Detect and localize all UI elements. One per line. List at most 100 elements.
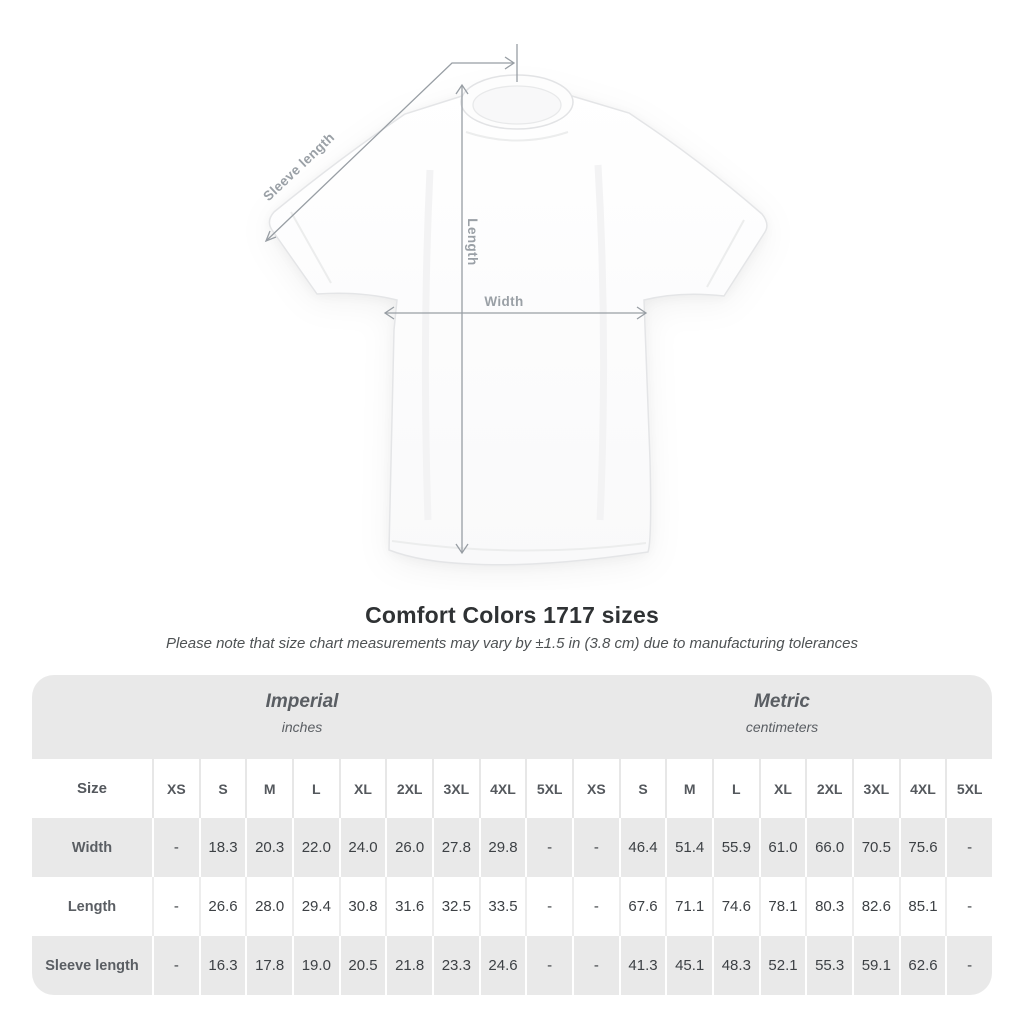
unit-section-imperial: Imperial inches	[32, 675, 572, 759]
col-head-imperial-3xl: 3XL	[432, 759, 479, 818]
sleeve-arrowhead-end	[264, 230, 277, 243]
metric-label: Metric	[754, 691, 810, 712]
sleeve-metric-3xl: 59.1	[852, 936, 899, 995]
sleeve-metric-5xl: -	[945, 936, 992, 995]
sleeve-metric-xs: -	[572, 936, 619, 995]
width-metric-4xl: 75.6	[898, 818, 946, 877]
width-imperial-5xl: -	[525, 818, 572, 877]
length-imperial-xl: 30.8	[338, 877, 386, 936]
length-imperial-m: 28.0	[245, 877, 292, 936]
width-metric-xs: -	[572, 818, 619, 877]
width-metric-m: 51.4	[665, 818, 712, 877]
size-column-header: Size	[76, 780, 107, 797]
collar-inner	[472, 85, 562, 125]
table-row-width: Width - 18.3 20.3 22.0 24.0 26.0 27.8 29…	[32, 818, 992, 877]
width-metric-xl: 61.0	[758, 818, 806, 877]
sleeve-imperial-s: 16.3	[198, 936, 246, 995]
width-metric-s: 46.4	[618, 818, 666, 877]
right-cuff-seam	[706, 219, 745, 288]
tshirt-body-shape	[268, 84, 768, 566]
sleeve-imperial-4xl: 24.6	[478, 936, 526, 995]
length-imperial-s: 26.6	[198, 877, 246, 936]
table-row-sleeve-length: Sleeve length - 16.3 17.8 19.0 20.5 21.8…	[32, 936, 992, 995]
tolerance-note: Please note that size chart measurements…	[166, 635, 858, 652]
sleeve-imperial-l: 19.0	[292, 936, 339, 995]
length-imperial-l: 29.4	[292, 877, 339, 936]
row-label-sleeve-length: Sleeve length	[45, 957, 139, 974]
width-label: Width	[484, 294, 523, 309]
sleeve-imperial-3xl: 23.3	[432, 936, 479, 995]
col-head-metric-xl: XL	[758, 759, 806, 818]
col-head-metric-s: S	[618, 759, 666, 818]
col-head-imperial-2xl: 2XL	[385, 759, 432, 818]
length-imperial-xs: -	[152, 877, 199, 936]
length-metric-4xl: 85.1	[898, 877, 946, 936]
unit-header-band: Imperial inches Metric centimeters	[32, 675, 992, 759]
page-title: Comfort Colors 1717 sizes	[365, 602, 659, 628]
width-imperial-4xl: 29.8	[478, 818, 526, 877]
col-head-metric-5xl: 5XL	[945, 759, 992, 818]
width-arrowhead-right	[636, 306, 648, 320]
width-imperial-m: 20.3	[245, 818, 292, 877]
col-head-imperial-l: L	[292, 759, 339, 818]
width-imperial-xs: -	[152, 818, 199, 877]
sleeve-imperial-m: 17.8	[245, 936, 292, 995]
row-label-width: Width	[71, 839, 113, 856]
col-head-imperial-xs: XS	[152, 759, 199, 818]
width-metric-2xl: 66.0	[805, 818, 852, 877]
length-metric-m: 71.1	[665, 877, 712, 936]
size-header-row: Size XS S M L XL 2XL 3XL 4XL 5XL XS S M …	[32, 759, 992, 818]
sleeve-metric-l: 48.3	[712, 936, 759, 995]
sleeve-metric-s: 41.3	[618, 936, 666, 995]
sleeve-imperial-xs: -	[152, 936, 199, 995]
left-cuff-seam	[290, 211, 332, 284]
unit-section-metric: Metric centimeters	[572, 675, 992, 759]
width-imperial-l: 22.0	[292, 818, 339, 877]
width-metric-5xl: -	[945, 818, 992, 877]
width-arrowhead-left	[383, 306, 395, 320]
length-imperial-4xl: 33.5	[478, 877, 526, 936]
length-imperial-5xl: -	[525, 877, 572, 936]
col-head-imperial-4xl: 4XL	[478, 759, 526, 818]
length-metric-3xl: 82.6	[852, 877, 899, 936]
sleeve-arrowhead-right	[504, 56, 516, 70]
col-head-metric-2xl: 2XL	[805, 759, 852, 818]
sleeve-metric-2xl: 55.3	[805, 936, 852, 995]
col-head-imperial-5xl: 5XL	[525, 759, 572, 818]
width-metric-3xl: 70.5	[852, 818, 899, 877]
width-imperial-2xl: 26.0	[385, 818, 432, 877]
sleeve-metric-m: 45.1	[665, 936, 712, 995]
width-imperial-xl: 24.0	[338, 818, 386, 877]
table-row-length: Length - 26.6 28.0 29.4 30.8 31.6 32.5 3…	[32, 877, 992, 936]
size-chart-table: Imperial inches Metric centimeters Size …	[32, 675, 992, 995]
length-metric-xs: -	[572, 877, 619, 936]
length-metric-xl: 78.1	[758, 877, 806, 936]
length-metric-5xl: -	[945, 877, 992, 936]
col-head-metric-l: L	[712, 759, 759, 818]
length-imperial-2xl: 31.6	[385, 877, 432, 936]
metric-unit: centimeters	[745, 719, 819, 735]
col-head-metric-4xl: 4XL	[898, 759, 946, 818]
collar-seam	[465, 131, 569, 142]
col-head-imperial-s: S	[198, 759, 246, 818]
sleeve-metric-4xl: 62.6	[898, 936, 946, 995]
tshirt-measurement-diagram: Sleeve length Length Width	[260, 44, 768, 566]
sleeve-imperial-xl: 20.5	[338, 936, 386, 995]
length-imperial-3xl: 32.5	[432, 877, 479, 936]
tshirt-image	[268, 74, 768, 566]
col-head-metric-xs: XS	[572, 759, 619, 818]
hem-seam	[391, 540, 647, 552]
sleeve-length-arrow	[265, 62, 513, 242]
sleeve-imperial-2xl: 21.8	[385, 936, 432, 995]
length-metric-2xl: 80.3	[805, 877, 852, 936]
fold-right	[594, 164, 608, 521]
length-label: Length	[465, 218, 480, 265]
col-head-metric-3xl: 3XL	[852, 759, 899, 818]
col-head-imperial-m: M	[245, 759, 292, 818]
sleeve-metric-xl: 52.1	[758, 936, 806, 995]
imperial-label: Imperial	[265, 691, 339, 712]
col-head-imperial-xl: XL	[338, 759, 386, 818]
col-head-metric-m: M	[665, 759, 712, 818]
sleeve-imperial-5xl: -	[525, 936, 572, 995]
